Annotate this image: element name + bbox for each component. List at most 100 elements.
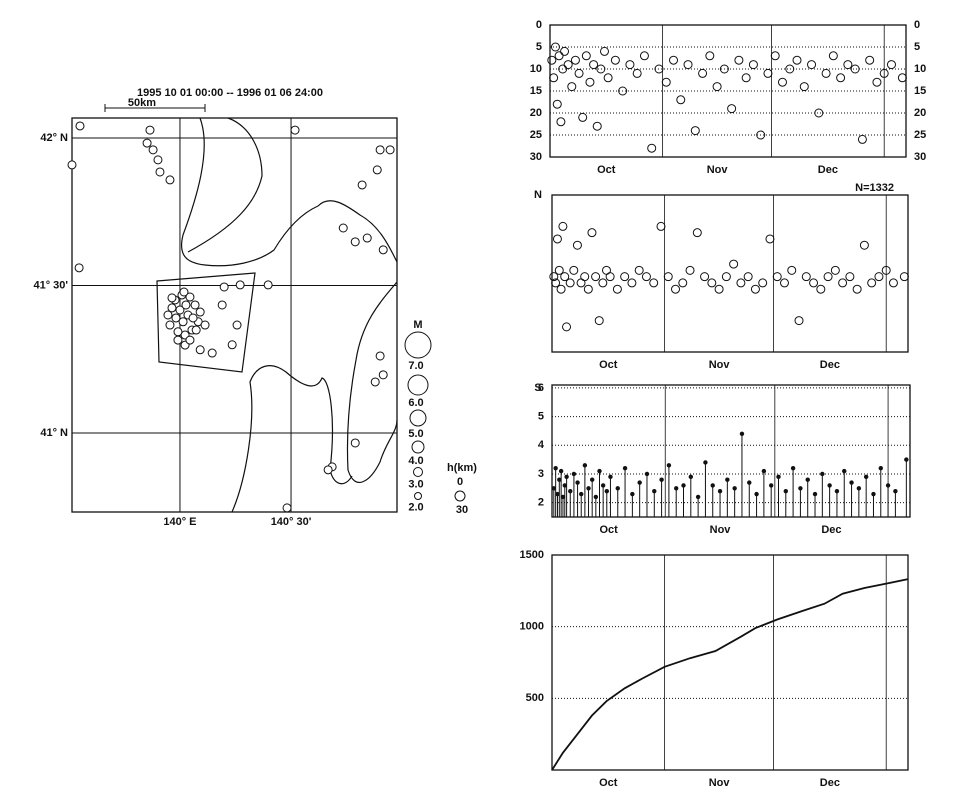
magnitude-head <box>695 494 701 500</box>
y-tick-label: 1000 <box>520 621 544 633</box>
coastline <box>231 365 353 513</box>
plot-frame <box>551 194 909 353</box>
epicenter <box>378 245 388 255</box>
lat-label: 42° N <box>40 132 68 144</box>
epicenter <box>350 438 360 448</box>
magnitude-head <box>571 471 577 477</box>
event <box>741 73 751 83</box>
event <box>874 272 884 282</box>
magnitude-head <box>600 483 606 488</box>
y-tick-label: 1500 <box>520 549 544 561</box>
event <box>620 272 630 282</box>
y-tick-label: 0 <box>536 19 542 31</box>
event <box>823 272 833 282</box>
magnitude-head <box>560 494 566 500</box>
cumulative-line <box>551 578 909 771</box>
epicenter <box>142 138 152 148</box>
epicenter <box>357 180 367 190</box>
magnitude-head <box>659 477 664 482</box>
magnitude-head <box>820 471 825 477</box>
event <box>560 272 570 282</box>
event <box>865 55 875 65</box>
event <box>857 134 867 144</box>
lat-label: 41° 30' <box>33 279 68 291</box>
event <box>632 68 642 78</box>
y-tick-label: 30 <box>530 151 542 163</box>
event <box>641 272 651 282</box>
month-label: Nov <box>709 359 731 371</box>
event <box>612 284 622 294</box>
event <box>845 272 855 282</box>
epicenter <box>148 145 158 155</box>
magnitude-head <box>747 480 752 485</box>
epicenter <box>378 370 388 380</box>
epicenter <box>179 287 189 297</box>
event <box>748 60 758 70</box>
depth-legend-label: 30 <box>456 504 468 516</box>
y-tick-label: 500 <box>526 692 544 704</box>
y-tick-label: 25 <box>530 129 542 141</box>
magnitude-head <box>703 460 708 465</box>
magnitude-head <box>710 483 715 488</box>
event <box>618 86 628 96</box>
event <box>792 55 802 65</box>
event <box>690 126 700 136</box>
magnitude-head <box>579 491 584 497</box>
magnitude-head <box>558 468 564 474</box>
epicenter <box>74 263 84 273</box>
magnitude-head <box>893 488 898 494</box>
magnitude-head <box>637 480 642 485</box>
epicenter <box>195 345 205 355</box>
epicenter <box>181 300 191 310</box>
event <box>547 55 557 65</box>
month-label: Nov <box>707 164 729 176</box>
legend-symbol <box>414 492 422 500</box>
epicenter <box>167 293 177 303</box>
magnitude-head <box>568 488 573 494</box>
magnitude-head <box>834 488 840 494</box>
epicenter <box>350 237 360 247</box>
event <box>551 278 561 288</box>
event <box>585 77 595 87</box>
event <box>554 265 564 275</box>
epicenter <box>145 125 155 135</box>
lat-label: 41° N <box>40 427 68 439</box>
event <box>787 265 797 275</box>
epicenter <box>165 175 175 185</box>
event <box>743 272 753 282</box>
event <box>867 278 877 288</box>
legend-title: M <box>413 319 422 331</box>
y-tick-label: 5 <box>914 41 920 53</box>
event <box>678 278 688 288</box>
magnitude-head <box>805 477 810 482</box>
event <box>685 265 695 275</box>
event <box>801 272 811 282</box>
event <box>692 228 702 238</box>
count-label: N=1332 <box>855 182 894 194</box>
event <box>707 278 717 288</box>
epicenter <box>362 233 372 243</box>
month-label: Oct <box>599 524 618 536</box>
event <box>603 73 613 83</box>
event <box>886 60 896 70</box>
epicenter <box>185 335 195 345</box>
epicenter <box>375 145 385 155</box>
epicenter <box>75 121 85 131</box>
event <box>605 272 615 282</box>
event <box>719 64 729 74</box>
event <box>816 284 826 294</box>
magnitude-head <box>904 457 909 462</box>
magnitude-head <box>717 488 723 494</box>
y-tick-label: 20 <box>914 107 926 119</box>
magnitude-head <box>798 486 803 491</box>
event <box>592 121 602 131</box>
event <box>750 284 760 294</box>
event <box>661 77 671 87</box>
legend-label: 7.0 <box>408 360 423 372</box>
event <box>809 278 819 288</box>
coastline <box>181 117 398 267</box>
event <box>572 240 582 250</box>
magnitude-head <box>776 474 781 480</box>
event <box>899 272 909 282</box>
event <box>830 265 840 275</box>
